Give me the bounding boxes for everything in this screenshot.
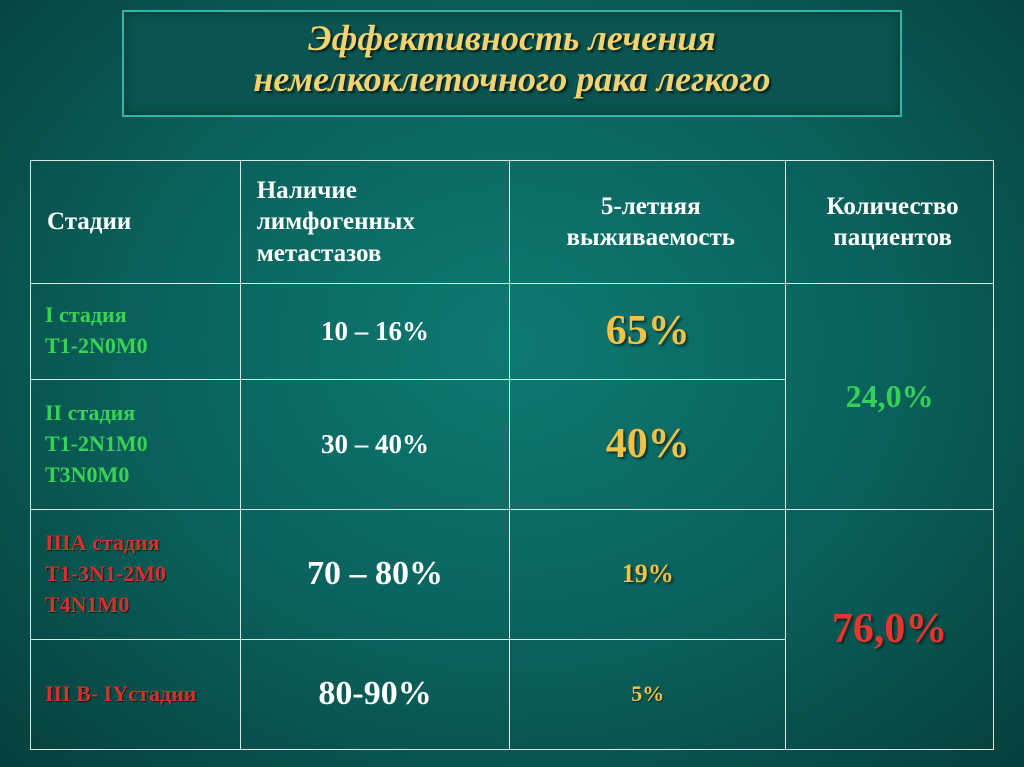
slide-title-box: Эффективность лечения немелкоклеточного … — [122, 10, 902, 117]
survival-value: 5% — [631, 681, 664, 706]
stage-name: IIIА стадия — [45, 528, 232, 559]
stage-name: II стадия — [45, 398, 232, 429]
stage-tnm: T4N1M0 — [45, 590, 232, 621]
stage-tnm: T1-3N1-2M0 — [45, 559, 232, 590]
stage-name: I стадия — [45, 300, 232, 331]
slide-title-line1: Эффективность лечения — [142, 18, 882, 59]
table-header-row: Стадии Наличие лимфогенных метастазов 5-… — [31, 161, 994, 284]
stage-name: III В- IYстадии — [45, 679, 232, 710]
stage-tnm: T1-2N0M0 — [45, 331, 232, 362]
table-row: I стадия T1-2N0M0 10 – 16% 65% 24,0% — [31, 283, 994, 379]
survival-value: 19% — [622, 559, 674, 588]
stage-cell: I стадия T1-2N0M0 — [31, 283, 241, 379]
survival-value: 40% — [606, 421, 690, 467]
metastases-value: 70 – 80% — [307, 555, 443, 592]
efficacy-table: Стадии Наличие лимфогенных метастазов 5-… — [30, 160, 994, 750]
patients-cell: 76,0% — [786, 509, 994, 749]
col-header-met: Наличие лимфогенных метастазов — [240, 161, 510, 284]
stage-tnm: T1-2N1M0 — [45, 429, 232, 460]
table-row: IIIА стадия T1-3N1-2M0 T4N1M0 70 – 80% 1… — [31, 509, 994, 639]
stage-cell: III В- IYстадии — [31, 639, 241, 749]
metastases-cell: 70 – 80% — [240, 509, 510, 639]
metastases-cell: 10 – 16% — [240, 283, 510, 379]
metastases-value: 80-90% — [318, 675, 431, 712]
metastases-cell: 30 – 40% — [240, 379, 510, 509]
metastases-value: 10 – 16% — [321, 316, 429, 346]
patients-value: 76,0% — [832, 606, 948, 652]
survival-cell: 19% — [510, 509, 786, 639]
survival-cell: 5% — [510, 639, 786, 749]
survival-cell: 65% — [510, 283, 786, 379]
survival-cell: 40% — [510, 379, 786, 509]
col-header-survival: 5-летняя выживаемость — [510, 161, 786, 284]
patients-cell: 24,0% — [786, 283, 994, 509]
stage-tnm: T3N0M0 — [45, 460, 232, 491]
survival-value: 65% — [606, 308, 690, 354]
stage-cell: II стадия T1-2N1M0 T3N0M0 — [31, 379, 241, 509]
col-header-stage: Стадии — [31, 161, 241, 284]
metastases-cell: 80-90% — [240, 639, 510, 749]
stage-cell: IIIА стадия T1-3N1-2M0 T4N1M0 — [31, 509, 241, 639]
slide-title-line2: немелкоклеточного рака легкого — [142, 59, 882, 100]
patients-value: 24,0% — [846, 378, 934, 414]
col-header-patients: Количество пациентов — [786, 161, 994, 284]
metastases-value: 30 – 40% — [321, 429, 429, 459]
